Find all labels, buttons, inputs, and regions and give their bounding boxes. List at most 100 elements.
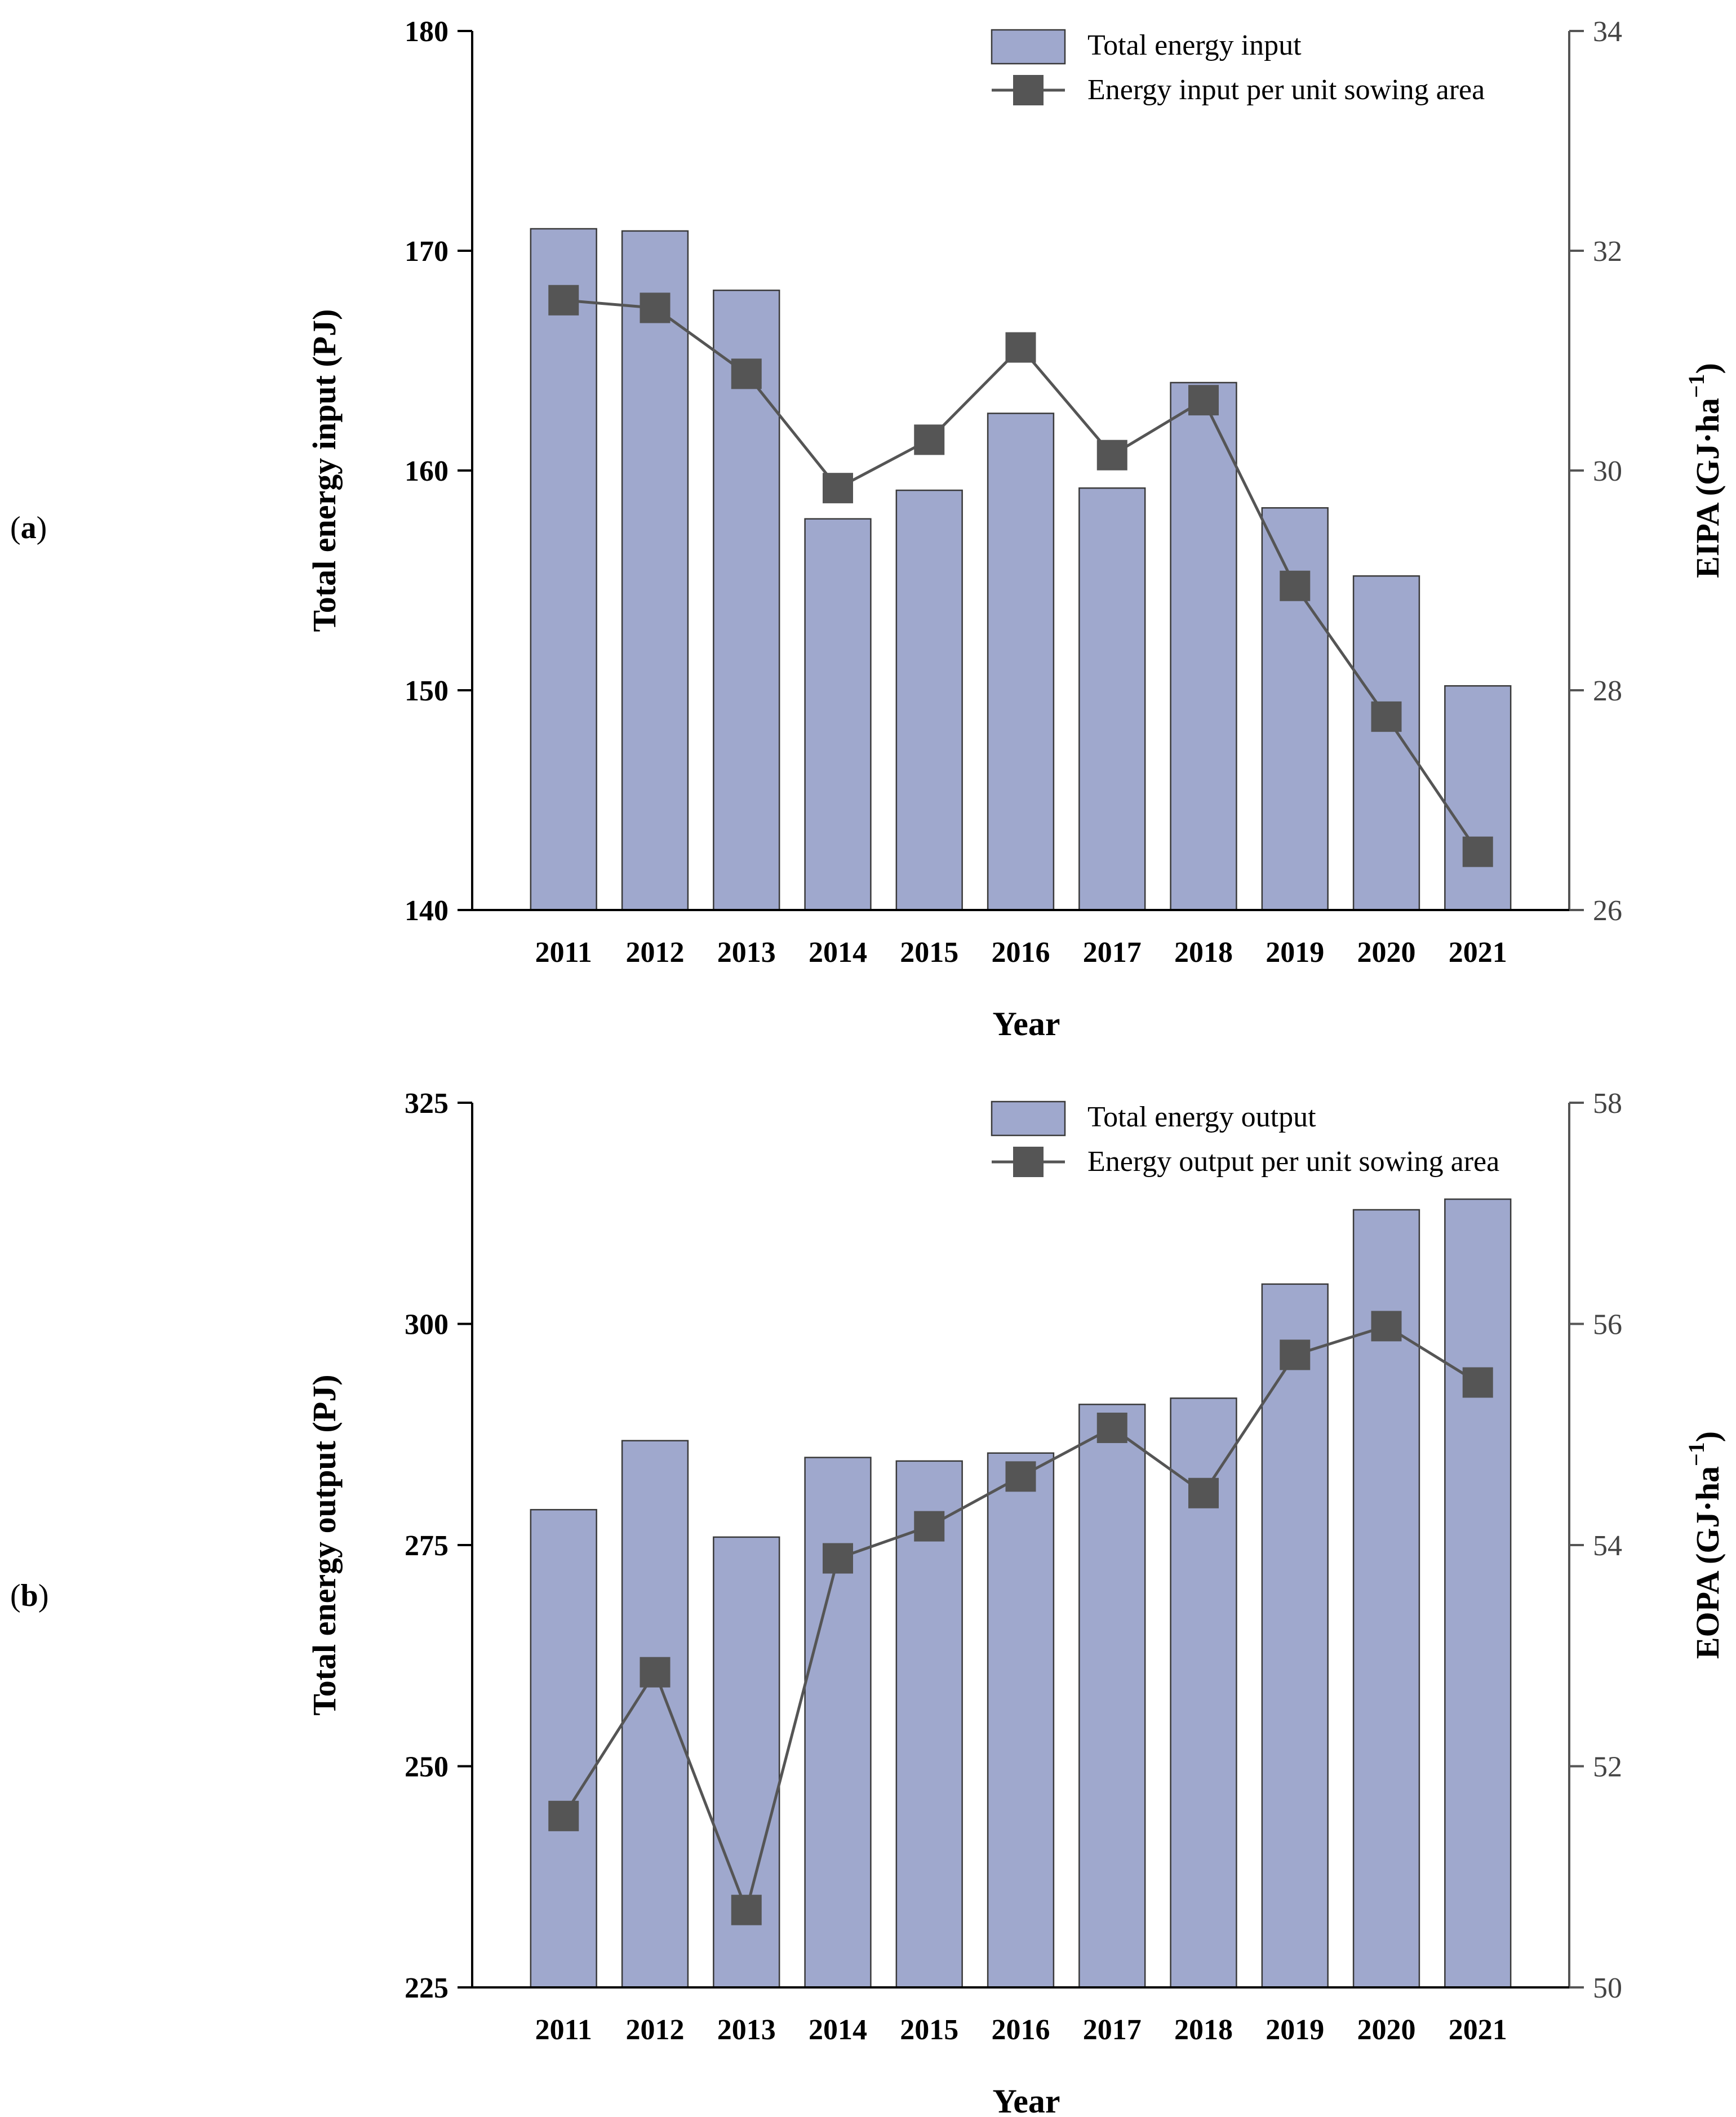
bar-2018 xyxy=(1170,381,1237,911)
y-axis-right-title-main: EIPA (GJ·ha xyxy=(1689,398,1726,578)
legend-bar-swatch xyxy=(991,29,1066,65)
x-tick-label: 2019 xyxy=(1266,2014,1324,2046)
line-marker-2017 xyxy=(1096,1412,1127,1443)
right-tick-label: 58 xyxy=(1593,1088,1622,1120)
line-marker-2012 xyxy=(640,1657,671,1688)
bar-2021 xyxy=(1444,1198,1512,1989)
y-axis-title: Total energy output (PJ) xyxy=(306,1374,343,1715)
left-tick-label: 140 xyxy=(405,895,449,927)
x-tick-label: 2014 xyxy=(809,2014,867,2046)
right-tick-label: 56 xyxy=(1593,1309,1622,1341)
y-axis-right-title: EOPA (GJ·ha−1) xyxy=(1684,1431,1726,1659)
y-axis-right-title-sup: −1 xyxy=(1684,374,1709,398)
legend-bar-swatch xyxy=(991,1100,1066,1137)
panel-label-a: (a) xyxy=(10,511,47,545)
x-tick-label: 2020 xyxy=(1357,937,1416,969)
bar-2012 xyxy=(621,1440,689,1989)
line-marker-2016 xyxy=(1005,332,1036,363)
line-marker-2014 xyxy=(823,473,853,504)
line-marker-2020 xyxy=(1371,701,1402,732)
x-tick-label: 2017 xyxy=(1083,2014,1142,2046)
panel-label-b: (b) xyxy=(10,1578,49,1613)
bar-2015 xyxy=(895,1460,963,1989)
left-tick-label: 300 xyxy=(405,1309,449,1341)
left-tick-label: 170 xyxy=(405,236,449,268)
right-tick-label: 34 xyxy=(1593,16,1622,48)
right-tick-label: 50 xyxy=(1593,1972,1622,2004)
line-marker-2013 xyxy=(731,358,762,389)
bar-2019 xyxy=(1261,1283,1329,1989)
bar-2013 xyxy=(713,289,780,911)
left-tick-label: 325 xyxy=(405,1088,449,1120)
x-tick-label: 2013 xyxy=(717,937,776,969)
right-tick-label: 52 xyxy=(1593,1751,1622,1783)
line-marker-2019 xyxy=(1280,1339,1311,1370)
x-tick-label: 2016 xyxy=(992,2014,1050,2046)
line-marker-2012 xyxy=(640,292,671,323)
left-tick-label: 225 xyxy=(405,1972,449,2004)
y-axis-title: Total energy input (PJ) xyxy=(306,309,343,632)
y-axis-right-title: EIPA (GJ·ha−1) xyxy=(1684,363,1726,578)
legend: Total energy output Energy output per uni… xyxy=(991,1100,1499,1178)
x-tick-label: 2015 xyxy=(900,937,958,969)
bar-2014 xyxy=(804,518,872,911)
left-tick-label: 180 xyxy=(405,16,449,48)
line-marker-2019 xyxy=(1280,570,1311,601)
legend-line-label: Energy output per unit sowing area xyxy=(1087,1146,1499,1178)
line-marker-2015 xyxy=(914,1511,945,1542)
bar-2020 xyxy=(1352,575,1420,911)
x-tick-label: 2017 xyxy=(1083,937,1142,969)
x-tick-label: 2021 xyxy=(1449,2014,1507,2046)
line-marker-2017 xyxy=(1096,440,1127,471)
bar-2011 xyxy=(530,1508,597,1989)
left-tick-label: 250 xyxy=(405,1751,449,1783)
y-axis-right-title-close: ) xyxy=(1689,363,1726,374)
bar-2015 xyxy=(895,489,963,911)
line-marker-2018 xyxy=(1188,1477,1219,1508)
x-tick-label: 2014 xyxy=(809,937,867,969)
chart-panel-a: 140 150 160 170 180 26 28 30 32 34 2011 2012 2013 201… xyxy=(306,16,1726,1042)
line-marker-2021 xyxy=(1462,836,1493,867)
x-tick-label: 2011 xyxy=(535,937,592,969)
right-tick-label: 54 xyxy=(1593,1530,1622,1562)
line-marker-2013 xyxy=(731,1894,762,1925)
legend-bar-label: Total energy output xyxy=(1087,1101,1316,1133)
bar-2016 xyxy=(987,412,1055,911)
line-marker-2016 xyxy=(1005,1461,1036,1492)
legend: Total energy input Energy input per unit … xyxy=(991,29,1485,106)
line-marker-2014 xyxy=(823,1543,853,1574)
bar-2019 xyxy=(1261,507,1329,911)
x-tick-label: 2011 xyxy=(535,2014,592,2046)
x-tick-label: 2016 xyxy=(992,937,1050,969)
line-marker-2011 xyxy=(548,1800,579,1831)
x-axis-title: Year xyxy=(993,2083,1060,2117)
right-tick-label: 30 xyxy=(1593,455,1622,487)
line-marker-2015 xyxy=(914,424,945,455)
y-axis-right-title-main: EOPA (GJ·ha xyxy=(1689,1466,1726,1659)
line-marker-2011 xyxy=(548,285,579,316)
right-tick-label: 26 xyxy=(1593,895,1622,927)
chart-panel-b: 225 250 275 300 325 50 52 54 56 58 2011 2012 2013 201… xyxy=(306,1088,1726,2117)
legend-line-marker xyxy=(1013,1147,1044,1177)
bar-2017 xyxy=(1078,487,1146,911)
bar-2012 xyxy=(621,230,689,911)
left-tick-label: 275 xyxy=(405,1530,449,1562)
panel-label-a-letter: a xyxy=(20,511,37,545)
left-tick-label: 160 xyxy=(405,455,449,487)
left-tick-label: 150 xyxy=(405,675,449,707)
line-marker-2018 xyxy=(1188,385,1219,416)
x-tick-label: 2018 xyxy=(1174,937,1233,969)
bar-2016 xyxy=(987,1452,1055,1989)
x-tick-label: 2012 xyxy=(626,937,685,969)
legend-line-marker xyxy=(1013,75,1044,105)
x-tick-label: 2013 xyxy=(717,2014,776,2046)
x-tick-label: 2012 xyxy=(626,2014,685,2046)
x-tick-label: 2021 xyxy=(1449,937,1507,969)
x-tick-label: 2018 xyxy=(1174,2014,1233,2046)
right-tick-label: 32 xyxy=(1593,236,1622,268)
x-tick-label: 2019 xyxy=(1266,937,1324,969)
y-axis-right-title-sup: −1 xyxy=(1684,1442,1709,1466)
legend-line-label: Energy input per unit sowing area xyxy=(1087,74,1485,106)
legend-bar-label: Total energy input xyxy=(1087,29,1302,61)
bar-2017 xyxy=(1078,1404,1146,1989)
